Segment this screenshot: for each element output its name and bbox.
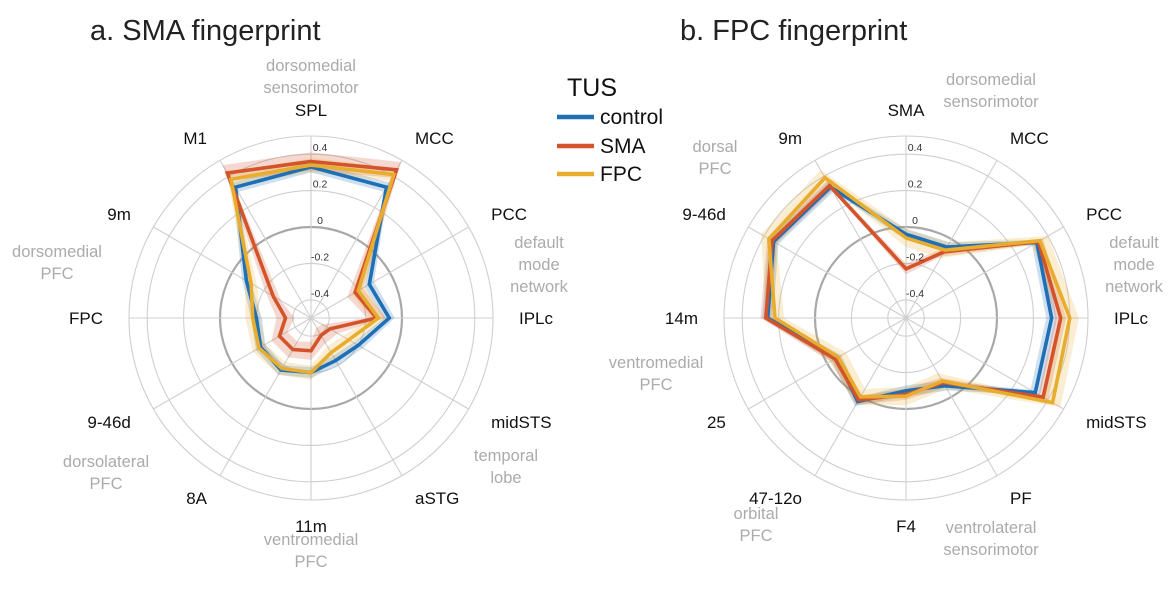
a-spoke: [310, 226, 469, 319]
a-category-label: 8A: [186, 489, 207, 508]
b-category-label: 9m: [778, 129, 802, 148]
b-category-label: F4: [896, 517, 916, 536]
a-spoke: [219, 317, 312, 476]
a-category-label: SPL: [295, 101, 327, 120]
b-series-line-fpc: [767, 175, 1072, 405]
a-category-label: FPC: [69, 309, 103, 328]
panel-a-radar-chart: -0.4 -0.2 0 0.2 0.4 SPL MCC PCC IPLc midSTS aSTG 11…: [12, 57, 569, 571]
b-region-label: orbital PFC: [734, 505, 779, 545]
b-category-label: 9-46d: [682, 205, 725, 224]
legend-label-sma: SMA: [600, 135, 646, 158]
a-region-label: dorsomedial sensorimotor: [263, 57, 359, 97]
b-region-label: dorsal PFC: [693, 138, 738, 178]
a-spoke: [310, 317, 469, 410]
b-tick-label: -0.2: [906, 251, 924, 263]
a-region-label: dorsolateral PFC: [63, 453, 149, 493]
a-tick-label: 0.2: [313, 179, 328, 191]
b-region-label: dorsomedial sensorimotor: [943, 71, 1039, 111]
a-region-label: temporal lobe: [474, 447, 538, 487]
legend-title: TUS: [567, 74, 617, 102]
panel-b-title: b. FPC fingerprint: [680, 15, 907, 47]
b-category-label: midSTS: [1086, 413, 1146, 432]
b-category-label: MCC: [1010, 129, 1049, 148]
b-spoke: [905, 317, 998, 476]
a-spoke: [310, 317, 403, 476]
a-region-label: ventromedial PFC: [264, 531, 358, 571]
panel-b-radar-chart: -0.4 -0.2 0 0.2 0.4 SMA MCC PCC IPLc midSTS PF F4 47…: [609, 71, 1164, 559]
a-spoke: [153, 317, 312, 410]
b-category-label: 14m: [665, 309, 698, 328]
a-series-line-fpc: [228, 163, 397, 375]
b-tick-label: 0: [912, 215, 918, 227]
a-category-label: M1: [183, 129, 207, 148]
b-region-label: ventrolateral sensorimotor: [943, 519, 1039, 559]
a-tick-label: -0.4: [311, 288, 329, 300]
b-category-label: PCC: [1086, 205, 1122, 224]
a-category-label: 11m: [295, 517, 327, 536]
b-category-label: 25: [707, 413, 726, 432]
b-spoke: [905, 160, 998, 319]
a-tick-label: 0.4: [313, 142, 328, 154]
b-spoke: [905, 317, 1064, 410]
legend-label-fpc: FPC: [600, 163, 642, 186]
a-category-label: MCC: [415, 129, 454, 148]
a-category-label: aSTG: [415, 489, 459, 508]
a-tick-label: 0: [317, 215, 323, 227]
a-tick-label: -0.2: [311, 251, 329, 263]
a-category-label: 9-46d: [87, 413, 130, 432]
b-category-label: IPLc: [1114, 309, 1149, 328]
legend-label-control: control: [600, 106, 663, 129]
b-tick-label: -0.4: [906, 288, 924, 300]
a-region-label: default mode network: [510, 234, 569, 296]
b-region-label: default mode network: [1105, 234, 1164, 296]
a-region-label: dorsomedial PFC: [12, 243, 102, 283]
a-category-label: 9m: [107, 205, 131, 224]
b-tick-label: 0.2: [908, 179, 923, 191]
legend: TUS control SMA FPC: [557, 74, 663, 186]
panel-a-title: a. SMA fingerprint: [90, 15, 321, 47]
b-category-label: PF: [1010, 489, 1032, 508]
b-tick-label: 0.4: [908, 142, 923, 154]
a-category-label: IPLc: [519, 309, 554, 328]
a-category-label: midSTS: [491, 413, 551, 432]
b-category-label: SMA: [888, 101, 926, 120]
b-region-label: ventromedial PFC: [609, 354, 703, 394]
a-spoke: [153, 226, 312, 319]
a-category-label: PCC: [491, 205, 527, 224]
b-category-label: 47-12o: [749, 489, 802, 508]
b-spoke: [748, 317, 907, 410]
a-series-line-sma: [224, 159, 399, 353]
